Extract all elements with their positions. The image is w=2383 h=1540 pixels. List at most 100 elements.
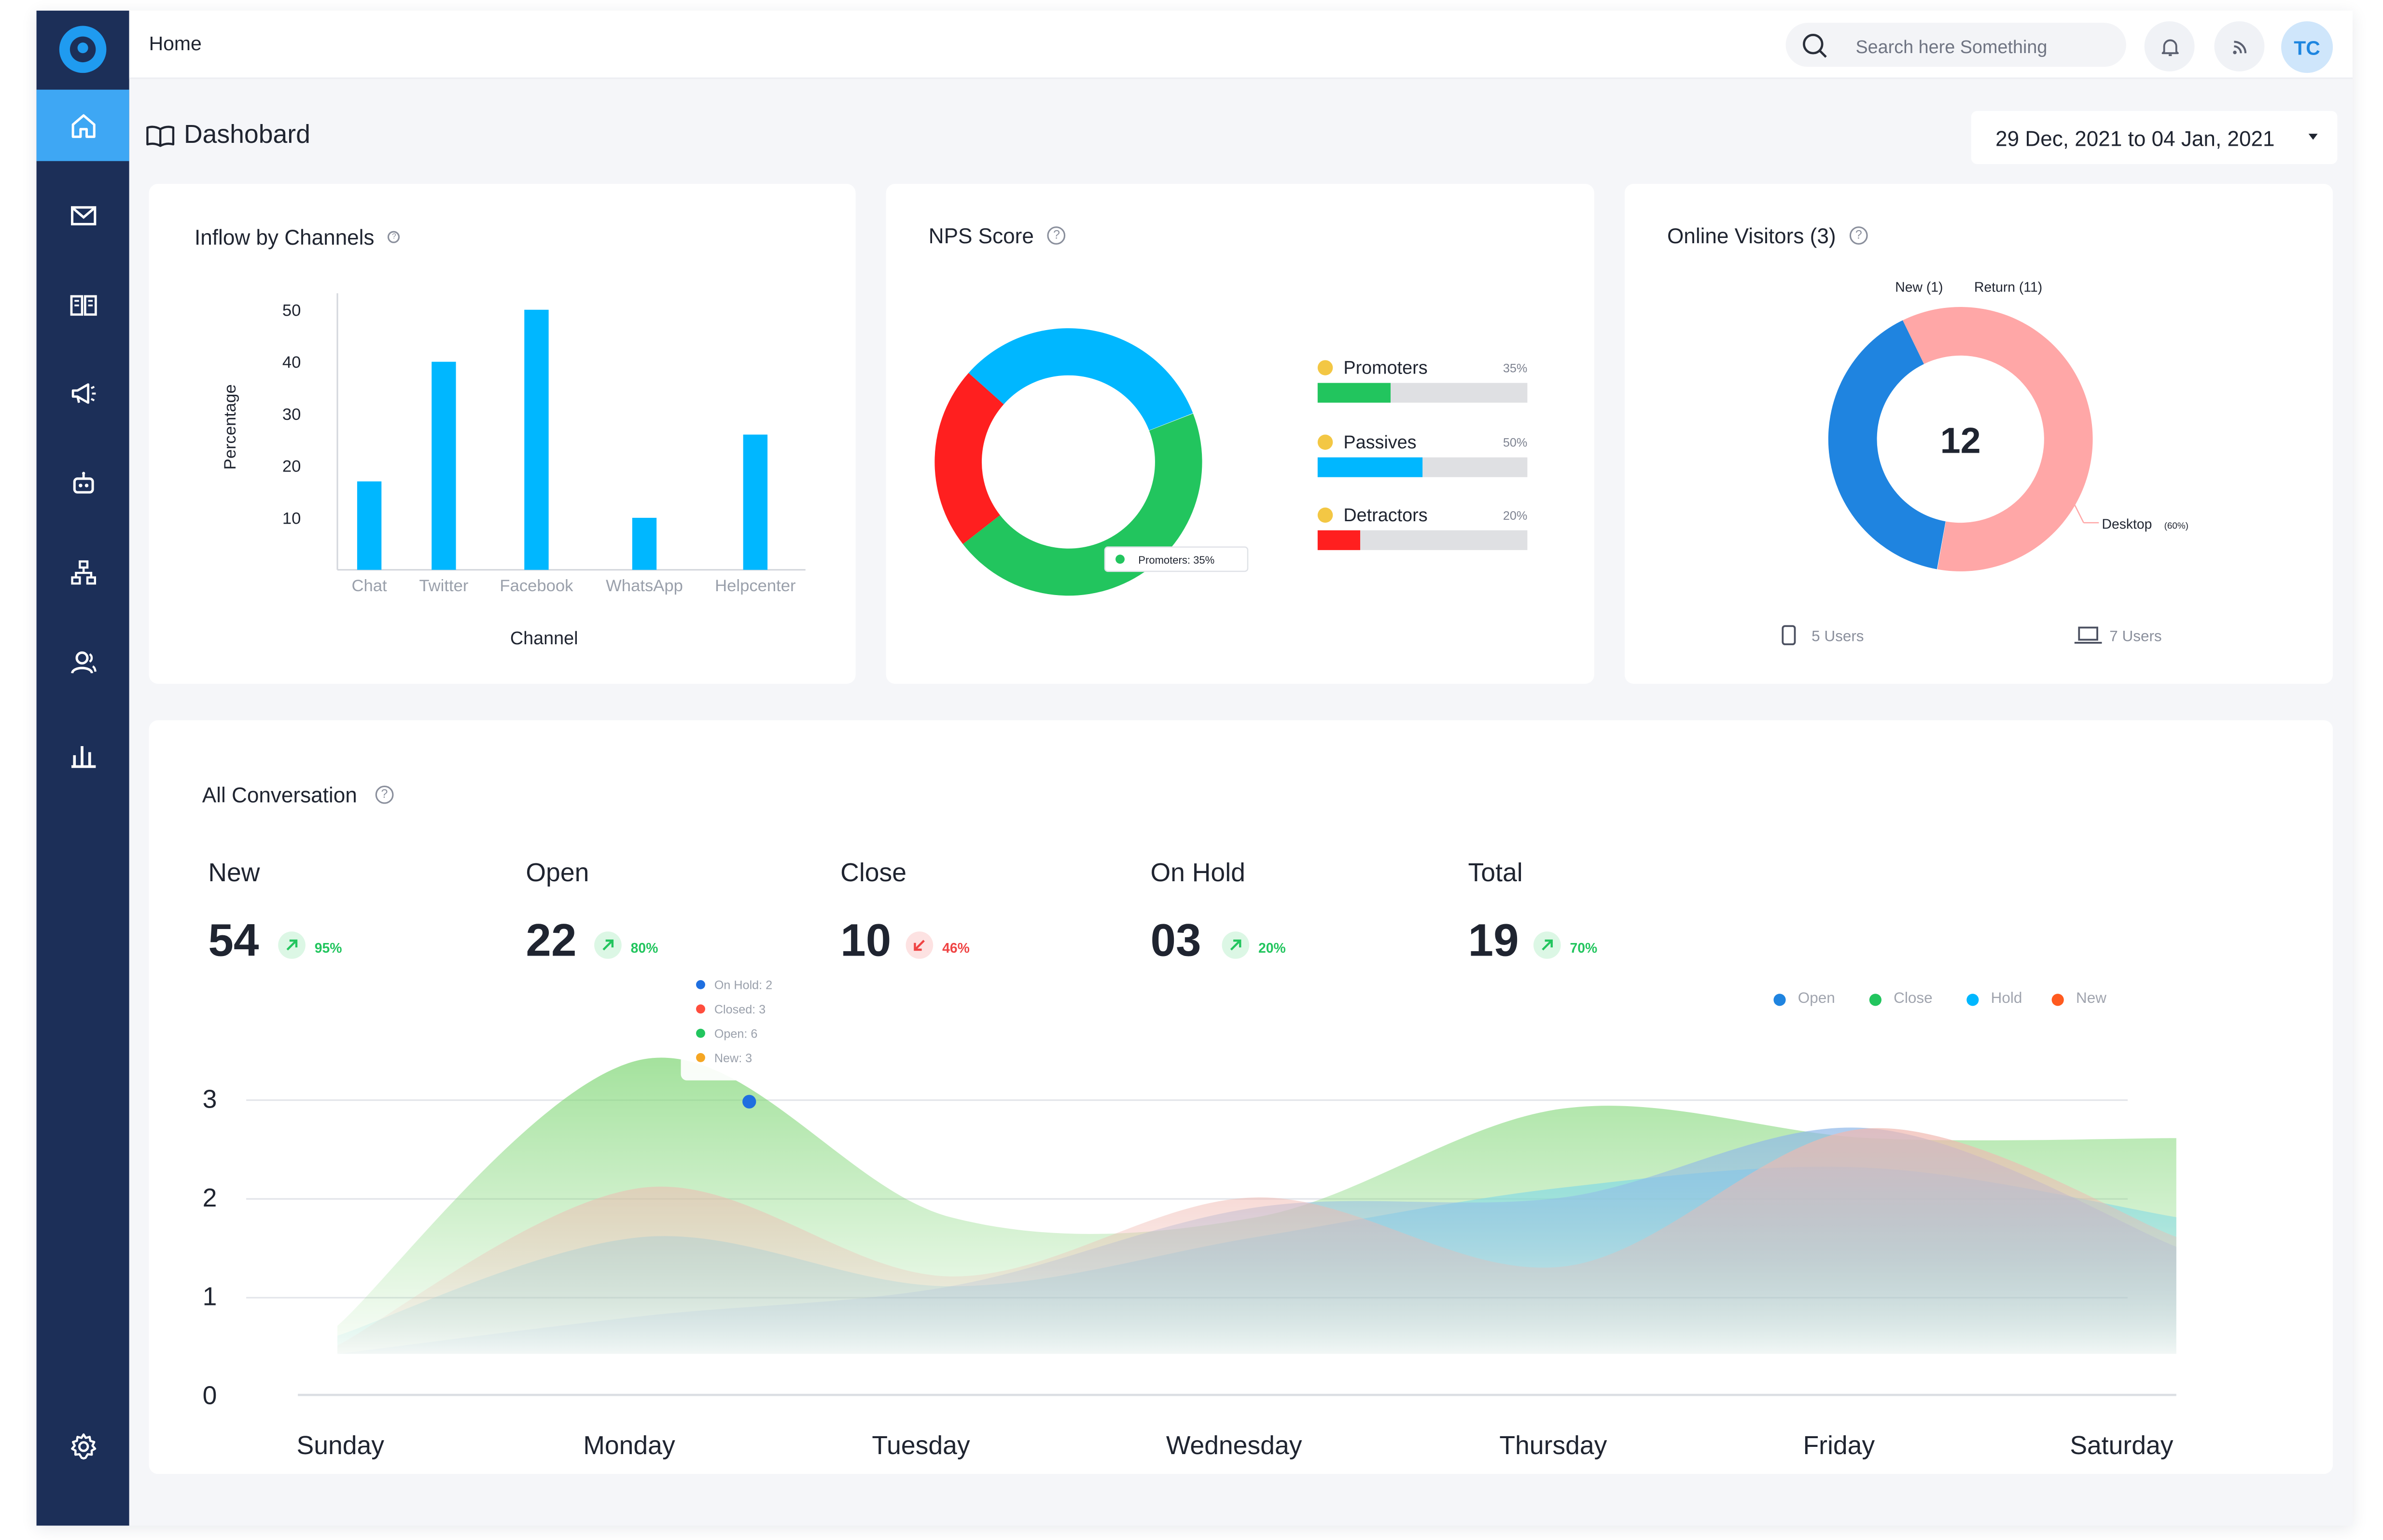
sidebar-item-workflows[interactable] [37,536,129,608]
stat-value: 19 [1468,916,1519,967]
nps-row-label: Detractors [1317,504,1428,526]
sidebar-item-campaigns[interactable] [37,357,129,429]
book-icon [70,294,97,315]
nps-progress-fill [1317,457,1423,477]
page-header: Dashobard [146,120,310,151]
sidebar-item-knowledge[interactable] [37,269,129,340]
nps-progress-track [1317,383,1528,403]
nps-row-label: Passives [1317,431,1417,453]
nps-progress-fill [1317,383,1391,403]
feed-button[interactable] [2214,21,2265,71]
nps-title: NPS Score ? [929,223,1066,248]
mobile-users: 5 Users [1812,628,1864,645]
nps-donut-chart: Promoters: 35% [934,328,1249,596]
date-range-picker[interactable]: 29 Dec, 2021 to 04 Jan, 2021 [1971,111,2338,165]
desktop-users: 7 Users [2109,628,2161,645]
conversation-title: All Conversation ? [202,783,394,807]
sidebar-item-bots[interactable] [37,447,129,518]
x-tick-label: Monday [583,1431,675,1460]
tooltip-dot [696,980,705,989]
legend-item-new[interactable]: New [2051,991,2106,1008]
nps-row-label: Promoters [1317,357,1428,378]
tooltip-dot [696,1053,705,1062]
page-title: Dashobard [183,120,310,149]
legend-dot [1966,993,1979,1005]
open-book-icon [146,125,175,146]
stat-percent: 80% [630,940,658,956]
legend-dot [1773,993,1786,1005]
logo-dot [77,42,88,54]
rss-icon [2232,40,2246,54]
stat-percent: 46% [942,940,970,956]
trend-down-icon [906,931,934,959]
user-avatar[interactable]: TC [2281,21,2333,73]
legend-item-hold[interactable]: Hold [1966,991,2022,1008]
stat-label: Total [1468,858,1523,888]
nps-progress-track [1317,530,1528,550]
help-icon[interactable]: ? [388,231,401,243]
mobile-icon [1782,625,1796,645]
stat-percent: 70% [1570,940,1598,956]
stat-on-hold: On Hold 03 20% [1150,859,1285,967]
nps-tooltip-dot [1115,555,1125,564]
bar-chart-icon [70,745,95,767]
y-tick-label: 2 [203,1184,217,1212]
trend-up-icon [1533,931,1561,959]
inflow-bar-chart: 10 20 30 40 50 Chat Twitter Facebook WhatsApp Hel… [221,293,806,649]
help-icon[interactable]: ? [375,785,394,804]
legend-item-open[interactable]: Open [1773,991,1835,1008]
laptop-icon [2074,626,2102,644]
y-tick-label: 3 [203,1085,217,1113]
notifications-button[interactable] [2144,21,2195,71]
legend-item-close[interactable]: Close [1869,991,1933,1008]
label-desktop: Desktop [2102,517,2152,532]
inflow-card: Inflow by Channels ? 10 20 30 40 50 Chat Twitt… [149,183,856,684]
tooltip-line: Open: 6 [714,1027,758,1041]
mobile-icon-body [1782,625,1796,645]
emoji-icon [1317,507,1333,523]
conversation-area-chart: 0 1 2 3 Sunday Monday Tuesday Wednesday Thursday… [203,971,2176,1460]
search-input[interactable] [1853,32,2117,63]
stat-percent: 20% [1258,940,1286,956]
y-tick-label: 20 [282,458,301,476]
sidebar-item-mail[interactable] [37,180,129,251]
nps-row-label-text: Passives [1343,431,1417,453]
trend-up-icon [1222,931,1250,959]
users-icon [70,651,96,673]
y-tick-label: 30 [282,405,301,424]
bot-icon [72,471,94,493]
stat-label: New [208,858,260,888]
logo-icon[interactable] [59,26,107,73]
legend-dot [1869,993,1881,1005]
legend-label: Hold [1991,990,2022,1008]
sidebar-item-home[interactable] [36,89,129,161]
donut-slice-mobile [1828,320,1946,569]
sitemap-icon [70,559,96,584]
visitors-title-text: Online Visitors (3) [1667,223,1836,248]
visitors-title: Online Visitors (3) ? [1667,223,1868,248]
nps-row-percent: 50% [1503,436,1528,450]
x-tick-label: Wednesday [1166,1431,1302,1460]
x-tick-label: Twitter [419,577,468,595]
inflow-title: Inflow by Channels ? [195,225,401,249]
tooltip-line: On Hold: 2 [714,979,772,992]
y-tick-label: 0 [203,1381,217,1410]
donut-slice-detractors [934,373,1004,544]
help-icon[interactable]: ? [1047,226,1066,245]
label-return: Return (11) [1974,280,2042,295]
stat-value: 10 [840,916,892,967]
visitors-center-value: 12 [1940,420,1981,461]
sidebar-item-contacts[interactable] [37,626,129,697]
nps-progress-track [1317,457,1528,477]
bar-whatsapp [632,517,657,570]
nps-row-percent: 20% [1503,509,1528,523]
breadcrumb[interactable]: Home [149,32,202,55]
nps-tooltip-text: Promoters: 35% [1138,554,1214,566]
sidebar-item-settings[interactable] [37,1410,129,1482]
help-icon[interactable]: ? [1849,226,1868,245]
stat-label: Close [840,858,907,888]
sidebar-item-reports[interactable] [37,719,129,790]
area-new [337,1128,2176,1354]
search-box[interactable] [1785,23,2126,67]
visitors-card: Online Visitors (3) ? 12 New (1) Return (1… [1624,183,2333,684]
